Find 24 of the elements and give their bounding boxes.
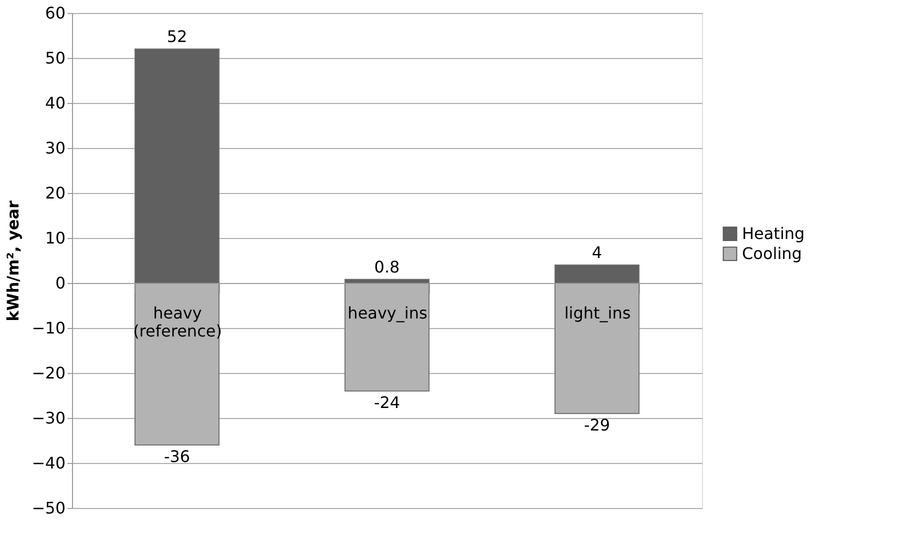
legend-label: Heating xyxy=(742,224,805,243)
y-tick-label: −20 xyxy=(32,364,66,382)
data-label: 52 xyxy=(166,27,188,46)
x-tick-label: heavy_ins xyxy=(348,304,428,322)
data-label: -36 xyxy=(164,447,190,466)
y-tick-label: 0 xyxy=(55,274,66,292)
y-tick-label: −50 xyxy=(32,498,66,518)
y-tick-label: −30 xyxy=(32,408,66,428)
y-tick-label: 10 xyxy=(45,228,66,248)
y-tick-label: −10 xyxy=(32,318,66,338)
data-label: 0.8 xyxy=(374,257,400,276)
data-label: -29 xyxy=(584,416,610,434)
y-tick-label: 20 xyxy=(45,184,66,202)
x-tick-label: heavy (reference) xyxy=(133,304,222,340)
data-label: 4 xyxy=(592,243,602,262)
y-tick-label: −40 xyxy=(32,454,66,472)
x-tick-label: light_ins xyxy=(564,304,631,322)
y-axis-title: kWh/m², year xyxy=(4,200,23,322)
y-tick-label: 60 xyxy=(45,4,66,22)
y-tick-label: 50 xyxy=(45,48,66,68)
y-tick-label: 40 xyxy=(45,94,66,112)
data-label: -24 xyxy=(374,393,400,412)
legend-label: Cooling xyxy=(742,244,802,263)
y-tick-label: 30 xyxy=(45,138,66,158)
